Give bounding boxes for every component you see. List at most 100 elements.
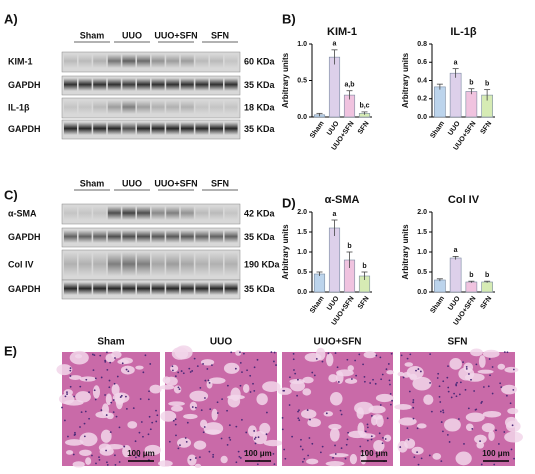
nucleus <box>390 403 392 406</box>
nucleus <box>364 430 367 433</box>
tubule-lumen <box>235 349 242 356</box>
tubule-lumen <box>402 371 411 378</box>
nucleus <box>207 379 210 382</box>
nucleus <box>108 379 111 382</box>
nucleus <box>350 378 353 380</box>
tubule-lumen <box>227 394 245 400</box>
tubule-lumen <box>189 401 198 411</box>
nucleus <box>399 446 402 448</box>
nucleus <box>463 443 465 445</box>
nucleus <box>209 408 212 411</box>
blot-band <box>151 100 165 114</box>
nucleus <box>228 424 231 427</box>
y-tick-label: 0.5 <box>297 77 307 84</box>
nucleus <box>369 382 372 384</box>
blot-band <box>180 252 194 276</box>
bar <box>328 56 341 118</box>
tubule-lumen <box>144 444 162 456</box>
tubule-lumen <box>463 362 474 373</box>
tubule-lumen <box>323 411 334 417</box>
nucleus <box>283 389 286 392</box>
nucleus <box>147 398 150 401</box>
blot-band <box>195 252 209 276</box>
y-tick-label: 2.0 <box>417 209 427 216</box>
tubule-lumen <box>363 351 377 359</box>
lane-group-label: SFN <box>211 30 229 40</box>
tubule-lumen <box>416 423 427 429</box>
blot-band <box>122 100 136 114</box>
nucleus <box>204 397 206 399</box>
nucleus <box>366 426 369 429</box>
x-tick-label: Sham <box>429 120 446 140</box>
nucleus <box>489 374 491 377</box>
nucleus <box>412 399 415 401</box>
nucleus <box>114 463 117 466</box>
blot-band <box>166 54 180 68</box>
nucleus <box>79 385 82 388</box>
nucleus <box>347 431 349 434</box>
nucleus <box>390 352 393 355</box>
nucleus <box>184 437 187 439</box>
blot-band <box>137 282 150 295</box>
chart-title: Col IV <box>448 194 480 206</box>
nucleus <box>149 428 152 431</box>
blot-band <box>78 282 92 295</box>
nucleus <box>265 433 268 436</box>
nucleus <box>298 409 300 412</box>
tubule-lumen <box>187 454 197 466</box>
blot-band <box>210 282 223 295</box>
nucleus <box>229 438 232 441</box>
nucleus <box>442 380 445 383</box>
nucleus <box>412 406 415 409</box>
nucleus <box>311 371 314 374</box>
blot-row-label: GAPDH <box>8 124 41 134</box>
tubule-lumen <box>504 431 523 443</box>
nucleus <box>256 358 259 361</box>
significance-label: a <box>454 247 458 254</box>
blot-band <box>78 100 92 114</box>
nucleus <box>400 354 403 357</box>
nucleus <box>93 389 96 392</box>
nucleus <box>308 437 311 439</box>
nucleus <box>510 448 513 451</box>
nucleus <box>297 410 299 413</box>
blot-band <box>93 230 107 243</box>
nucleus <box>311 442 314 445</box>
tubule-lumen <box>465 412 485 422</box>
nucleus <box>375 452 378 455</box>
nucleus <box>375 354 378 357</box>
nucleus <box>359 445 362 448</box>
x-tick-label: Sham <box>309 295 326 315</box>
scale-bar-label: 100 μm <box>244 449 272 458</box>
nucleus <box>294 372 297 375</box>
blot-band <box>78 252 92 276</box>
significance-label: a,b <box>344 82 354 89</box>
nucleus <box>69 375 72 377</box>
bar <box>449 72 462 118</box>
tubule-lumen <box>100 429 112 443</box>
nucleus <box>257 436 260 439</box>
lane-group-label: Sham <box>80 178 105 188</box>
nucleus <box>148 390 150 393</box>
nucleus <box>253 430 256 432</box>
nucleus <box>363 380 366 383</box>
nucleus <box>491 392 494 395</box>
nucleus <box>109 431 112 434</box>
y-axis-label: Arbitrary units <box>401 224 410 280</box>
nucleus <box>292 352 295 355</box>
tubule-lumen <box>349 453 358 465</box>
blot-band <box>224 206 238 220</box>
nucleus <box>179 444 181 446</box>
lane-group-label: UUO+SFN <box>154 30 197 40</box>
tubule-lumen <box>326 353 334 367</box>
tubule-lumen <box>306 458 319 465</box>
blot-band <box>107 78 121 91</box>
nucleus <box>94 398 97 401</box>
nucleus <box>142 435 144 438</box>
nucleus <box>346 438 349 441</box>
blot-band <box>195 206 209 220</box>
nucleus <box>88 417 90 420</box>
blot-band <box>107 206 121 220</box>
nucleus <box>389 383 391 386</box>
